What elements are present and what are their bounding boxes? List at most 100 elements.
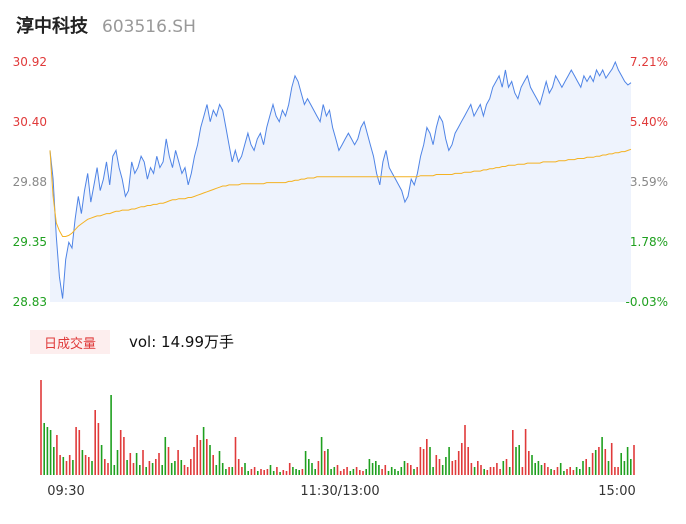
- volume-bar: [375, 461, 377, 475]
- volume-bar: [72, 460, 74, 475]
- volume-bar: [454, 460, 457, 475]
- volume-bar: [470, 463, 473, 475]
- y-axis-left: 30.92 30.40 29.88 29.35 28.83: [13, 55, 47, 309]
- volume-bar: [88, 457, 90, 475]
- volume-layer: [40, 380, 635, 475]
- volume-badge[interactable]: 日成交量: [30, 330, 110, 354]
- volume-bar: [161, 465, 163, 475]
- volume-bar: [209, 445, 211, 475]
- volume-bar: [371, 463, 374, 475]
- volume-bar: [167, 447, 170, 475]
- volume-bar: [40, 380, 42, 475]
- volume-bar: [515, 447, 517, 475]
- volume-bar: [559, 463, 562, 475]
- volume-bar: [212, 455, 214, 475]
- volume-bar: [553, 470, 556, 475]
- volume-bar: [416, 467, 418, 475]
- x-tick-label: 15:00: [598, 484, 635, 499]
- x-tick-label: 11:30/13:00: [300, 484, 379, 499]
- volume-bar: [346, 467, 348, 475]
- volume-bar: [288, 463, 291, 475]
- volume-bar: [126, 460, 128, 475]
- volume-bar: [397, 471, 399, 475]
- volume-bar: [151, 463, 154, 475]
- volume-bar: [448, 447, 450, 475]
- volume-bar: [489, 467, 492, 475]
- y-tick-right: 5.40%: [630, 115, 668, 129]
- volume-bar: [410, 465, 412, 475]
- volume-bar: [59, 455, 61, 475]
- volume-bar: [107, 463, 109, 475]
- volume-bar: [202, 427, 205, 475]
- volume-bar: [607, 461, 610, 475]
- volume-bar: [499, 469, 501, 475]
- stock-code: 603516.SH: [102, 17, 196, 37]
- volume-bar: [237, 459, 240, 475]
- volume-bar: [390, 467, 393, 475]
- volume-bar: [78, 430, 81, 475]
- volume-bar: [311, 463, 313, 475]
- volume-bar: [180, 460, 183, 475]
- volume-bar: [630, 459, 632, 475]
- volume-bar: [461, 443, 463, 475]
- volume-bar: [145, 467, 147, 475]
- y-tick-right: 1.78%: [630, 235, 668, 249]
- y-tick-right: -0.03%: [626, 295, 668, 309]
- volume-bar: [272, 471, 275, 475]
- volume-bar: [575, 467, 578, 475]
- volume-bar: [531, 455, 533, 475]
- volume-bar: [263, 470, 265, 475]
- volume-bar: [451, 461, 454, 475]
- volume-bar: [582, 461, 584, 475]
- volume-bar: [381, 469, 383, 475]
- volume-readout: vol: 14.99万手: [129, 333, 234, 351]
- volume-bar: [282, 470, 285, 475]
- y-tick-left: 30.92: [13, 55, 47, 69]
- volume-bar: [543, 463, 546, 475]
- volume-bar: [518, 445, 520, 475]
- volume-bar: [359, 470, 361, 475]
- volume-bar: [633, 445, 635, 475]
- volume-bar: [626, 447, 629, 475]
- volume-bar: [241, 467, 243, 475]
- volume-bar: [285, 471, 288, 475]
- volume-bar: [183, 465, 186, 475]
- volume-bar: [400, 467, 403, 475]
- volume-bar: [419, 447, 422, 475]
- volume-bar: [100, 445, 103, 475]
- volume-bar: [422, 449, 425, 475]
- volume-bar: [617, 467, 619, 475]
- volume-bar: [432, 467, 434, 475]
- volume-bar: [438, 459, 441, 475]
- volume-bar: [521, 467, 524, 475]
- volume-bar: [68, 455, 71, 475]
- volume-bar: [81, 450, 84, 475]
- volume-bar: [435, 455, 438, 475]
- volume-bar: [221, 463, 224, 475]
- y-axis-right: 7.21% 5.40% 3.59% 1.78% -0.03%: [626, 55, 668, 309]
- volume-bar: [524, 429, 527, 475]
- volume-bar: [170, 463, 173, 475]
- volume-bar: [244, 463, 246, 475]
- volume-bar: [104, 459, 106, 475]
- volume-bar: [225, 469, 227, 475]
- volume-bar: [563, 471, 565, 475]
- volume-bar: [384, 465, 387, 475]
- volume-bar: [534, 463, 536, 475]
- volume-bar: [477, 461, 479, 475]
- volume-bar: [610, 443, 613, 475]
- volume-bar: [464, 425, 466, 475]
- volume-bar: [403, 461, 406, 475]
- y-tick-right: 3.59%: [630, 175, 668, 189]
- volume-bar: [614, 467, 616, 475]
- volume-bar: [556, 467, 559, 475]
- volume-bar: [49, 430, 52, 475]
- x-tick-label: 09:30: [47, 484, 84, 499]
- volume-bar: [336, 465, 339, 475]
- volume-bar: [253, 467, 256, 475]
- y-tick-left: 30.40: [13, 115, 47, 129]
- volume-bar: [56, 435, 58, 475]
- volume-bar: [547, 467, 549, 475]
- volume-bar: [572, 470, 575, 475]
- volume-bar: [206, 439, 208, 475]
